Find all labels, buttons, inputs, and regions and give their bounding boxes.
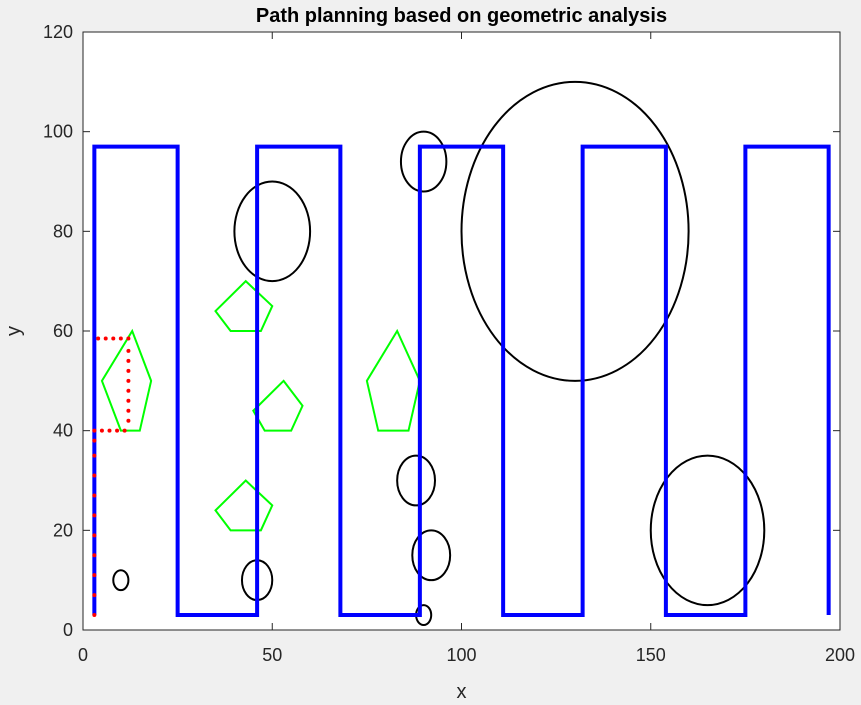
detour-point: [126, 398, 131, 403]
obstacle-polygon: [365, 328, 421, 432]
detour-point: [99, 428, 104, 433]
detour-point: [92, 453, 97, 458]
coverage-path-line: [92, 144, 831, 618]
detour-point: [126, 388, 131, 393]
x-axis-label: x: [457, 681, 467, 703]
obstacle-ellipse: [649, 454, 766, 607]
plot-area: [83, 32, 840, 630]
y-tick-label: 120: [43, 22, 73, 42]
detour-point: [126, 348, 131, 353]
detour-point: [92, 553, 97, 558]
y-tick-label: 60: [53, 321, 73, 341]
x-tick-label: 200: [825, 645, 855, 665]
y-tick-label: 40: [53, 421, 73, 441]
detour-point: [103, 336, 108, 341]
detour-point: [92, 493, 97, 498]
y-tick-label: 80: [53, 221, 73, 241]
detour-point: [92, 593, 97, 598]
y-tick-label: 100: [43, 122, 73, 142]
detour-point: [92, 533, 97, 538]
detour-point: [126, 336, 131, 341]
obstacle-polygon: [100, 328, 153, 432]
detour-point: [126, 358, 131, 363]
path-layer: [92, 144, 831, 618]
y-axis-label: y: [3, 326, 25, 336]
x-tick-label: 100: [446, 645, 476, 665]
detour-dot-layer: [92, 336, 131, 618]
x-tick-label: 0: [78, 645, 88, 665]
obstacle-ellipse: [399, 130, 448, 193]
x-tick-label: 150: [636, 645, 666, 665]
detour-point: [126, 408, 131, 413]
obstacle-ellipse: [411, 529, 452, 582]
y-axis-ticks: 0 20 40 60 80 100 120: [43, 22, 840, 640]
detour-point: [96, 336, 101, 341]
detour-point: [115, 428, 120, 433]
chart-title: Path planning based on geometric analysi…: [256, 5, 667, 27]
detour-point: [107, 428, 112, 433]
detour-point: [126, 418, 131, 423]
obstacle-ellipse: [396, 454, 437, 507]
detour-point: [92, 438, 97, 443]
detour-point: [126, 378, 131, 383]
y-tick-label: 0: [63, 620, 73, 640]
detour-point: [122, 428, 127, 433]
x-axis-ticks: 0 50 100 150 200: [78, 32, 855, 665]
detour-point: [126, 368, 131, 373]
detour-point: [111, 336, 116, 341]
obstacle-ellipse: [460, 80, 690, 382]
x-tick-label: 50: [262, 645, 282, 665]
detour-point: [92, 513, 97, 518]
detour-point: [118, 336, 123, 341]
obstacle-ellipse: [112, 569, 130, 592]
detour-point: [92, 473, 97, 478]
detour-point: [92, 613, 97, 618]
detour-point: [92, 573, 97, 578]
y-tick-label: 20: [53, 520, 73, 540]
obstacle-ellipse: [233, 180, 312, 283]
detour-point: [92, 428, 97, 433]
